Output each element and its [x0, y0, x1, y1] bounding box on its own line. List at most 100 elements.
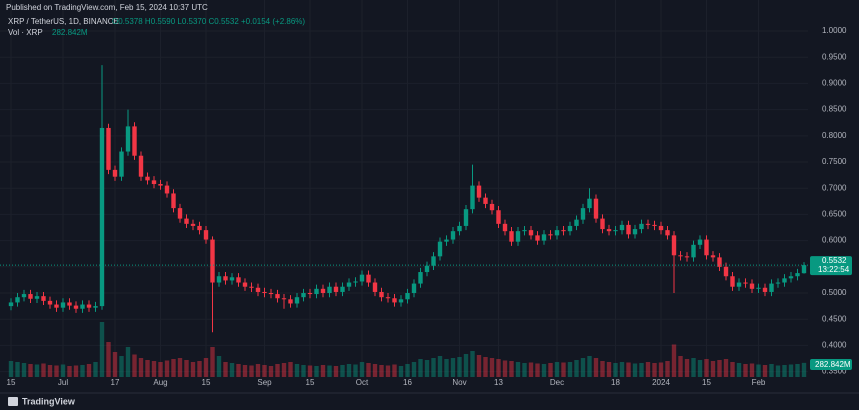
candle-body	[730, 276, 735, 287]
volume-bar	[639, 363, 644, 377]
candle-body	[54, 304, 59, 308]
volume-bar	[723, 359, 729, 377]
x-tick-label: 17	[111, 378, 120, 387]
candle-body	[86, 304, 92, 308]
volume-bar	[223, 362, 228, 377]
volume-bar	[710, 361, 716, 377]
candle-body	[21, 294, 27, 298]
candle-body	[769, 283, 774, 292]
volume-bar	[717, 360, 722, 377]
candle-body	[281, 298, 287, 300]
volume-bar	[60, 364, 66, 377]
y-tick-label: 0.3500	[822, 367, 847, 376]
candle-body	[171, 193, 176, 209]
volume-bar	[184, 360, 189, 377]
volume-bar	[86, 364, 92, 377]
candle-body	[197, 225, 202, 231]
volume-bar	[801, 362, 807, 377]
y-tick-label: 0.6000	[822, 236, 847, 245]
x-tick-label: Oct	[356, 378, 369, 387]
candle-body	[249, 286, 254, 288]
volume-bar	[372, 364, 378, 377]
x-tick-label: Aug	[153, 378, 167, 387]
candle-body	[223, 276, 228, 281]
x-tick-label: 15	[7, 378, 16, 387]
candle-body	[151, 180, 157, 185]
volume-bar	[307, 365, 313, 377]
x-tick-label: 15	[306, 378, 315, 387]
candle-body	[444, 239, 449, 242]
candle-body	[470, 185, 475, 210]
candle-body	[28, 294, 33, 299]
y-tick-label: 0.6500	[822, 210, 847, 219]
candle-body	[775, 282, 781, 284]
candle-body	[255, 287, 261, 292]
candle-body	[613, 230, 618, 232]
candle-body	[67, 302, 72, 306]
volume-bar	[80, 365, 85, 377]
volume-bar	[678, 356, 683, 377]
countdown: 13:22:54	[818, 265, 850, 274]
volume-bar	[580, 358, 586, 377]
volume-bar	[704, 359, 709, 377]
volume-bar	[619, 362, 625, 377]
volume-bar	[216, 356, 222, 377]
volume-bar	[470, 351, 475, 377]
candle-body	[41, 296, 46, 301]
candle-body	[47, 300, 53, 305]
volume-bar	[476, 355, 482, 377]
volume-bar	[782, 365, 787, 377]
candle-body	[548, 234, 553, 236]
candle-body	[190, 223, 196, 226]
volume-bar	[392, 364, 397, 377]
candle-body	[723, 266, 729, 277]
grid	[0, 0, 808, 377]
volume-bar	[483, 357, 488, 377]
candle-body	[424, 265, 430, 273]
candle-body	[15, 297, 20, 303]
volume-bar	[775, 365, 781, 377]
volume-bar	[606, 362, 612, 377]
candle-body	[593, 198, 599, 219]
volume-bar	[691, 358, 696, 377]
candle-body	[782, 278, 787, 283]
volume-bar	[353, 364, 358, 377]
volume-bar	[301, 365, 306, 377]
volume-bar	[652, 363, 657, 377]
axis-layer: 1.0000 0.9500 0.9000 0.8500 0.8000 0.7500 0.70…	[7, 26, 852, 387]
candle-body	[203, 230, 209, 240]
candle-body	[522, 230, 527, 232]
candle-body	[372, 282, 378, 292]
volume-bar	[210, 347, 215, 377]
volume-bar	[281, 363, 287, 377]
volume-bar	[177, 358, 183, 377]
volume-bar	[132, 354, 137, 377]
last-price-label: 0.5532	[822, 256, 847, 265]
volume-bar	[262, 365, 267, 377]
volume-bar	[405, 364, 410, 377]
volume-bar	[320, 365, 326, 377]
x-tick-label: 15	[202, 378, 211, 387]
volume-bar	[632, 363, 638, 377]
volume-bar	[561, 362, 566, 377]
volume-bar	[574, 360, 579, 377]
published-text: Published on TradingView.com, Feb 15, 20…	[6, 3, 208, 12]
volume-bar	[67, 366, 72, 377]
candle-body	[489, 203, 495, 211]
volume-bar	[756, 364, 761, 377]
volume-bar	[730, 362, 735, 377]
candle-body	[60, 302, 66, 308]
candle-body	[788, 276, 794, 279]
volume-bar	[327, 365, 332, 377]
candle-body	[710, 255, 716, 258]
candle-body	[658, 225, 664, 231]
candle-body	[749, 283, 755, 289]
volume-bar	[658, 362, 664, 377]
y-tick-label: 0.7000	[822, 183, 847, 192]
candle-body	[184, 218, 189, 224]
logo-text: TradingView	[22, 396, 76, 406]
volume-bar	[548, 363, 553, 377]
candle-body	[574, 219, 579, 226]
